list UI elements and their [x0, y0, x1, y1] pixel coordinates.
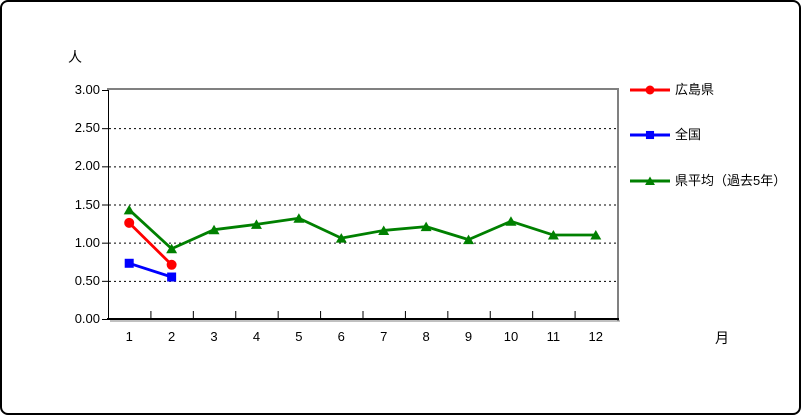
- x-axis-tick-label: 7: [380, 329, 388, 344]
- x-axis-tick-label: 4: [252, 329, 261, 344]
- x-axis-tick-label: 3: [210, 329, 218, 344]
- y-axis-unit-label: 人: [68, 49, 82, 65]
- legend-circle-icon: [630, 85, 670, 95]
- legend-label: 広島県: [675, 82, 715, 97]
- triangle-marker: [123, 204, 135, 215]
- legend-triangle-icon: [630, 176, 670, 186]
- triangle-marker: [590, 230, 602, 240]
- y-axis-tick-label: 3.00: [74, 82, 100, 97]
- y-axis-tick-label: 0.50: [74, 272, 100, 288]
- triangle-marker: [505, 216, 517, 226]
- square-marker: [124, 258, 134, 268]
- triangle-marker: [335, 233, 347, 243]
- legend-label: 全国: [675, 127, 702, 142]
- triangle-marker: [166, 243, 178, 254]
- x-axis-tick-label: 1: [125, 329, 133, 344]
- series-line: [128, 261, 173, 279]
- triangle-marker: [250, 219, 262, 229]
- square-marker: [167, 272, 177, 282]
- series-line: [128, 208, 596, 251]
- x-axis-tick-label: 10: [503, 329, 519, 344]
- circle-marker: [166, 259, 177, 270]
- triangle-marker: [463, 234, 475, 245]
- triangle-marker: [293, 213, 305, 223]
- legend-item-1: 全国: [630, 128, 701, 142]
- x-axis-tick-label: 9: [464, 329, 473, 344]
- legend-square-icon: [630, 130, 670, 140]
- x-axis-tick-label: 11: [546, 329, 561, 344]
- y-axis-tick-label: 1.00: [74, 234, 100, 250]
- series-line: [128, 221, 173, 266]
- legend-label: 県平均（過去5年）: [675, 173, 787, 188]
- y-axis-tick-label: 1.50: [74, 196, 100, 212]
- triangle-marker: [420, 221, 432, 232]
- circle-marker: [124, 217, 135, 228]
- legend-item-2: 県平均（過去5年）: [630, 174, 786, 188]
- y-axis-tick-label: 2.50: [74, 120, 100, 136]
- y-axis-tick-label: 2.00: [74, 158, 100, 174]
- triangle-marker: [547, 230, 559, 240]
- triangle-marker: [208, 224, 220, 235]
- x-axis-tick-label: 6: [337, 329, 345, 344]
- legend-triangle-marker: [645, 176, 655, 186]
- legend-square-marker: [645, 130, 655, 140]
- legend-circle-marker: [645, 85, 655, 95]
- x-axis-tick-label: 2: [168, 329, 176, 344]
- legend-item-0: 広島県: [630, 83, 714, 97]
- y-axis-tick-label: 0.00: [74, 311, 100, 326]
- x-axis-unit-label: 月: [715, 330, 729, 346]
- x-axis-tick-label: 8: [422, 329, 430, 344]
- triangle-marker: [378, 225, 390, 235]
- x-axis-tick-label: 5: [295, 329, 303, 344]
- x-axis-tick-label: 12: [588, 329, 604, 344]
